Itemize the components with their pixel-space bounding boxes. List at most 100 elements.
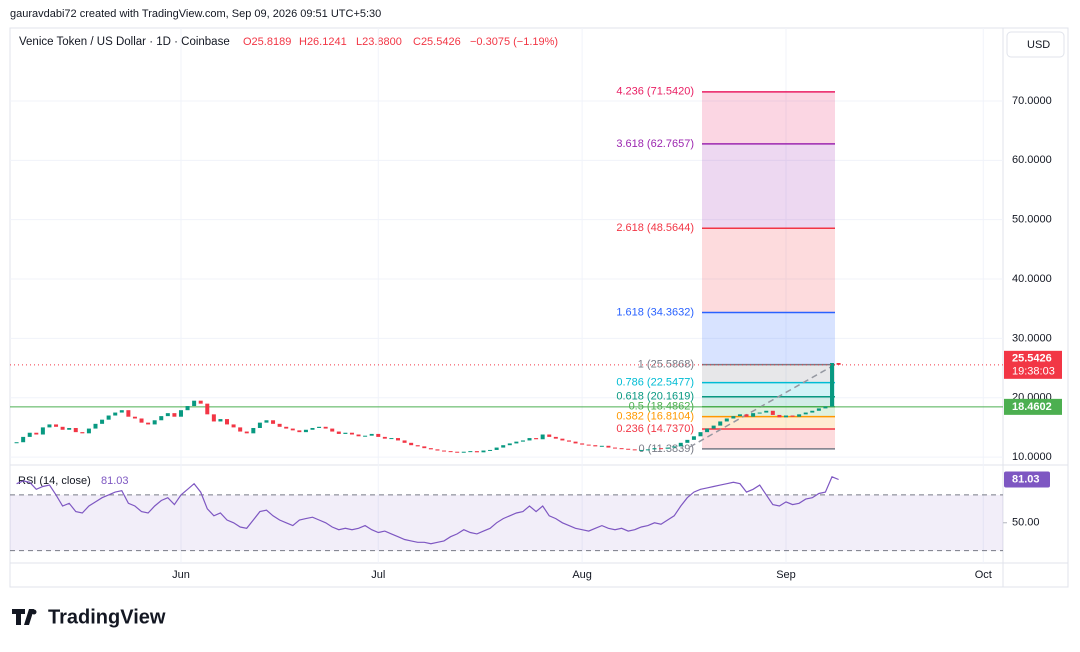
candle-body <box>211 414 216 422</box>
candle-body <box>461 451 466 453</box>
currency-button[interactable] <box>1006 31 1065 58</box>
y-tick-label: 30.0000 <box>1012 332 1052 344</box>
candle-body <box>514 441 519 444</box>
rsi-title-value: 81.03 <box>101 475 129 487</box>
candle-body <box>185 406 190 411</box>
x-tick-label: Jun <box>172 569 190 581</box>
candle-body <box>665 447 670 449</box>
candle-body <box>606 445 611 448</box>
brand-logo: TradingView <box>12 606 166 628</box>
candle-body <box>80 432 85 434</box>
candle-body <box>271 420 276 424</box>
candle-body <box>244 431 249 434</box>
candle-body <box>711 425 716 429</box>
candle-body <box>205 403 210 415</box>
candle-body <box>639 449 644 451</box>
candle-body <box>113 412 118 416</box>
y-tick-label: 60.0000 <box>1012 154 1052 166</box>
candle-body <box>428 448 433 450</box>
fib-label: 4.236 (71.5420) <box>616 86 694 98</box>
candle-body <box>218 419 223 422</box>
fib-band <box>702 312 835 365</box>
candle-body <box>599 445 604 447</box>
fib-band <box>702 91 835 144</box>
candle-body <box>777 414 782 418</box>
candle-body <box>527 438 532 441</box>
candle-body <box>626 448 631 450</box>
candle-body <box>468 451 473 453</box>
candle-body <box>277 423 282 427</box>
candle-body <box>317 426 322 428</box>
candle-body <box>14 442 19 444</box>
x-tick-label: Oct <box>975 569 992 581</box>
candle-body <box>40 427 45 435</box>
candle-body <box>718 421 723 426</box>
candle-body <box>225 419 230 425</box>
candle-body <box>770 410 775 415</box>
rsi-band <box>10 494 1003 551</box>
candle-body <box>106 415 111 420</box>
candle-body <box>573 441 578 444</box>
candle-body <box>119 410 124 413</box>
candle-body <box>67 427 72 430</box>
candle-body <box>284 426 289 429</box>
candle-body <box>415 445 420 447</box>
candle-body <box>685 439 690 443</box>
ohlc-low: L23.8800 <box>356 36 402 48</box>
y-tick-label: 70.0000 <box>1012 95 1052 107</box>
price-tag-countdown: 19:38:03 <box>1012 366 1055 378</box>
candle-body <box>613 447 618 449</box>
ohlc-close: C25.5426 <box>413 36 461 48</box>
candle-body <box>672 446 677 448</box>
rsi-line <box>16 476 839 545</box>
candle-body <box>645 449 650 451</box>
candle-body <box>238 427 243 432</box>
candle-body <box>481 450 486 453</box>
candle-body <box>494 447 499 450</box>
candle-body <box>737 414 742 417</box>
rsi-title: RSI (14, close) <box>18 475 91 487</box>
candle-body <box>389 438 394 440</box>
candle-body <box>60 426 65 430</box>
candle-body <box>540 434 545 440</box>
fib-band <box>702 382 835 397</box>
candle-body <box>139 418 144 423</box>
candle-body <box>830 363 835 407</box>
candle-body <box>507 443 512 446</box>
ohlc-high: H26.1241 <box>299 36 347 48</box>
candle-body <box>547 434 552 437</box>
price-tag-value: 25.5426 <box>1012 353 1052 365</box>
currency-label[interactable]: USD <box>1027 39 1050 51</box>
candle-body <box>126 410 131 417</box>
rsi-tag-value: 81.03 <box>1012 473 1040 485</box>
candle-body <box>731 416 736 419</box>
candle-body <box>783 415 788 418</box>
candle-body <box>100 419 105 424</box>
candle-body <box>290 428 295 431</box>
candle-body <box>422 446 427 449</box>
candle-body <box>34 432 39 435</box>
chart-frame <box>9 27 1069 588</box>
fib-band <box>702 416 835 429</box>
candle-body <box>580 443 585 445</box>
candle-body <box>501 445 506 448</box>
candle-body <box>251 427 256 434</box>
candle-body <box>382 436 387 439</box>
line-tag-value: 18.4602 <box>1012 401 1052 413</box>
fib-label: 0.618 (20.1619) <box>616 391 694 403</box>
candle-body <box>264 420 269 423</box>
candle-body <box>593 445 598 447</box>
candle-body <box>409 442 414 446</box>
ohlc-change: −0.3075 (−1.19%) <box>470 36 558 48</box>
candle-body <box>330 428 335 432</box>
x-tick-label: Sep <box>776 569 796 581</box>
candle-body <box>553 436 558 439</box>
symbol-title: Venice Token / US Dollar · 1D · Coinbase <box>19 36 230 48</box>
candle-body <box>402 440 407 443</box>
candle-body <box>724 418 729 422</box>
fib-band <box>702 228 835 313</box>
candle-body <box>566 440 571 442</box>
candle-body <box>231 424 236 428</box>
candle-body <box>27 432 32 437</box>
